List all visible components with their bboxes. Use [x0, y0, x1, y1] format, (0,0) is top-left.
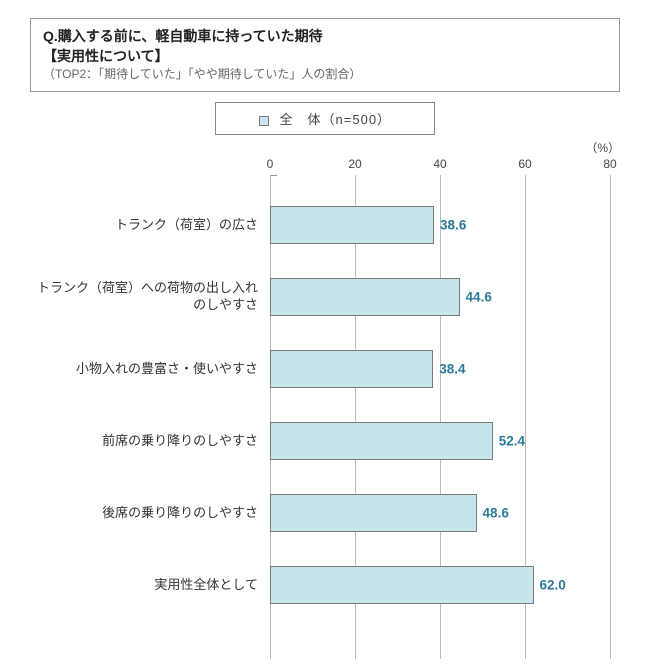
value-label: 52.4 — [499, 433, 525, 448]
bar — [270, 494, 477, 532]
x-axis-ticks: 020406080 — [270, 157, 610, 171]
x-tick-label: 0 — [267, 157, 274, 171]
bar-row: 前席の乗り降りのしやすさ 52.4 — [30, 405, 610, 477]
category-label: 後席の乗り降りのしやすさ — [30, 505, 270, 522]
bar — [270, 566, 534, 604]
bar — [270, 278, 460, 316]
unit-label: （%） — [585, 139, 620, 156]
bar-cell: 48.6 — [270, 477, 610, 549]
x-tick-label: 40 — [433, 157, 446, 171]
bar-row: トランク（荷室）への荷物の出し入れのしやすさ 44.6 — [30, 261, 610, 333]
chart: （%） 0 20 40 60 80 トランク（荷室）の広さ 38.6 トランク（荷室）への荷… — [30, 139, 620, 659]
bar-rows: トランク（荷室）の広さ 38.6 トランク（荷室）への荷物の出し入れのしやすさ 44.… — [30, 189, 610, 621]
title-subtitle: （TOP2：「期待していた」「やや期待していた」人の割合） — [43, 66, 607, 83]
x-tick-label: 20 — [348, 157, 361, 171]
value-label: 48.6 — [483, 505, 509, 520]
gridline — [610, 175, 611, 659]
bar-cell: 38.4 — [270, 333, 610, 405]
bar-cell: 62.0 — [270, 549, 610, 621]
title-line-2: 【実用性について】 — [43, 47, 607, 67]
value-label: 44.6 — [466, 289, 492, 304]
bar — [270, 350, 433, 388]
value-label: 38.6 — [440, 217, 466, 232]
value-label: 38.4 — [439, 361, 465, 376]
bar — [270, 206, 434, 244]
bar-row: 実用性全体として 62.0 — [30, 549, 610, 621]
chart-title-box: Q.購入する前に、軽自動車に持っていた期待 【実用性について】 （TOP2：「期… — [30, 18, 620, 92]
bar-cell: 38.6 — [270, 189, 610, 261]
category-label: 実用性全体として — [30, 577, 270, 594]
category-label: トランク（荷室）の広さ — [30, 217, 270, 234]
legend-label: 全 体（n=500） — [280, 112, 392, 127]
legend-swatch — [259, 116, 269, 126]
axis-top-line — [270, 175, 277, 176]
title-line-1: Q.購入する前に、軽自動車に持っていた期待 — [43, 27, 607, 47]
value-label: 62.0 — [540, 577, 566, 592]
bar-row: トランク（荷室）の広さ 38.6 — [30, 189, 610, 261]
bar — [270, 422, 493, 460]
category-label: トランク（荷室）への荷物の出し入れのしやすさ — [30, 280, 270, 314]
legend: 全 体（n=500） — [215, 102, 435, 135]
x-tick-label: 60 — [518, 157, 531, 171]
bar-row: 小物入れの豊富さ・使いやすさ 38.4 — [30, 333, 610, 405]
category-label: 小物入れの豊富さ・使いやすさ — [30, 361, 270, 378]
bar-cell: 44.6 — [270, 261, 610, 333]
bar-cell: 52.4 — [270, 405, 610, 477]
x-tick-label: 80 — [603, 157, 616, 171]
bar-row: 後席の乗り降りのしやすさ 48.6 — [30, 477, 610, 549]
category-label: 前席の乗り降りのしやすさ — [30, 433, 270, 450]
